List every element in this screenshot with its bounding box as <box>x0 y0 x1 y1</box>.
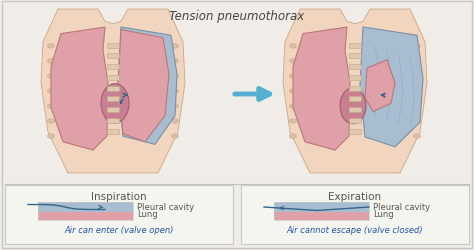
Bar <box>349 97 361 102</box>
Bar <box>274 202 369 220</box>
FancyBboxPatch shape <box>5 185 233 244</box>
Bar <box>107 97 119 102</box>
Polygon shape <box>365 60 395 112</box>
Text: Air can enter (valve open): Air can enter (valve open) <box>64 225 173 234</box>
Ellipse shape <box>47 74 55 79</box>
Ellipse shape <box>172 119 179 124</box>
Bar <box>107 108 119 113</box>
Text: Air cannot escape (valve closed): Air cannot escape (valve closed) <box>287 225 423 234</box>
Ellipse shape <box>290 90 297 94</box>
Polygon shape <box>118 28 177 145</box>
Bar <box>349 129 361 134</box>
Ellipse shape <box>47 134 55 139</box>
Bar <box>349 76 361 80</box>
Ellipse shape <box>413 119 420 124</box>
Ellipse shape <box>413 44 420 49</box>
Bar <box>274 202 369 220</box>
Ellipse shape <box>172 90 179 94</box>
Ellipse shape <box>413 104 420 109</box>
Ellipse shape <box>172 74 179 79</box>
Bar <box>107 54 119 59</box>
Polygon shape <box>41 10 185 173</box>
Ellipse shape <box>172 134 179 139</box>
Text: Inspiration: Inspiration <box>91 191 147 201</box>
Bar <box>349 44 361 48</box>
Ellipse shape <box>413 90 420 94</box>
Polygon shape <box>118 30 169 142</box>
Bar <box>38 202 133 220</box>
Ellipse shape <box>101 84 129 124</box>
Ellipse shape <box>290 119 297 124</box>
Ellipse shape <box>290 134 297 139</box>
Ellipse shape <box>172 44 179 49</box>
FancyBboxPatch shape <box>241 185 469 244</box>
Bar <box>107 129 119 134</box>
Bar <box>107 86 119 91</box>
Ellipse shape <box>413 134 420 139</box>
Ellipse shape <box>172 60 179 64</box>
Ellipse shape <box>47 60 55 64</box>
Text: Pleural cavity: Pleural cavity <box>373 203 430 212</box>
Text: Expiration: Expiration <box>328 191 382 201</box>
Bar <box>349 54 361 59</box>
Ellipse shape <box>340 88 366 124</box>
Bar <box>274 212 369 220</box>
Ellipse shape <box>413 60 420 64</box>
Bar <box>38 212 133 220</box>
Bar <box>38 202 133 220</box>
Ellipse shape <box>47 90 55 94</box>
Ellipse shape <box>413 74 420 79</box>
Text: Tension pneumothorax: Tension pneumothorax <box>169 10 305 23</box>
Bar <box>349 65 361 70</box>
Bar <box>107 65 119 70</box>
Polygon shape <box>360 28 423 147</box>
Ellipse shape <box>290 60 297 64</box>
Ellipse shape <box>47 104 55 109</box>
Ellipse shape <box>290 104 297 109</box>
Bar <box>107 44 119 48</box>
Ellipse shape <box>172 104 179 109</box>
Bar <box>107 76 119 80</box>
Polygon shape <box>283 10 427 173</box>
Ellipse shape <box>47 44 55 49</box>
Ellipse shape <box>47 119 55 124</box>
Polygon shape <box>293 28 350 150</box>
Bar <box>349 118 361 124</box>
Ellipse shape <box>290 44 297 49</box>
Bar <box>107 118 119 124</box>
Text: Lung: Lung <box>137 210 158 219</box>
Text: Lung: Lung <box>373 210 393 219</box>
Ellipse shape <box>290 74 297 79</box>
Text: Pleural cavity: Pleural cavity <box>137 203 194 212</box>
Polygon shape <box>51 28 108 150</box>
Bar <box>349 108 361 113</box>
FancyBboxPatch shape <box>2 2 472 248</box>
Bar <box>349 86 361 91</box>
